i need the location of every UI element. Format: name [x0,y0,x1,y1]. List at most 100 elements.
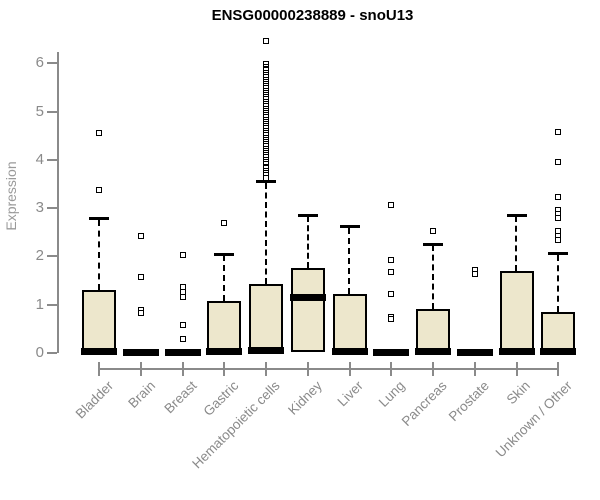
outlier-point-prostate [471,270,478,277]
outlier-point-lung [388,315,395,322]
y-axis-tick [47,303,57,306]
upper-whisker-liver [348,227,351,295]
median-line-prostate [456,348,493,356]
median-line-bladder [81,347,118,355]
x-tick-label-bladder: Bladder [72,378,116,422]
x-axis-tick [557,362,560,376]
outlier-point-breast [179,251,186,258]
upper-whisker-unknown-other [556,254,559,313]
whisker-cap-kidney [297,213,318,217]
x-tick-label-breast: Breast [161,378,200,417]
chart-title: ENSG00000238889 - snoU13 [211,7,414,24]
outlier-point-brain [138,310,145,317]
y-tick-label: 5 [35,102,44,120]
median-line-gastric [206,347,243,355]
outlier-point-unknown-other [555,214,562,221]
y-tick-label: 1 [35,295,44,313]
median-line-breast [164,348,201,356]
outlier-point-gastric [221,219,228,226]
outlier-point-hematopoietic-cells [263,38,270,45]
upper-whisker-pancreas [431,245,434,309]
outlier-point-lung [388,291,395,298]
outlier-point-pancreas [430,227,437,234]
y-tick-label: 6 [35,54,44,72]
outlier-point-unknown-other [555,128,562,135]
box-bladder [82,290,117,353]
x-axis-tick [181,362,184,376]
x-tick-label-prostate: Prostate [445,378,492,425]
whisker-cap-hematopoietic-cells [256,180,277,184]
upper-whisker-kidney [306,216,309,268]
x-tick-label-pancreas: Pancreas [398,378,450,429]
median-line-lung [373,348,410,356]
outlier-point-unknown-other [555,194,562,201]
y-axis-tick [47,207,57,210]
y-tick-label: 3 [35,199,44,217]
whisker-cap-gastric [214,252,235,256]
y-tick-label: 4 [35,150,44,168]
x-tick-label-skin: Skin [503,378,534,408]
median-line-liver [331,347,368,355]
box-hematopoietic-cells [249,284,284,353]
x-axis-line [98,368,560,370]
outlier-point-bladder [96,186,103,193]
box-pancreas [416,308,451,353]
x-axis-tick [306,362,309,376]
outlier-point-breast [179,294,186,301]
outlier-point-breast [179,335,186,342]
y-axis-tick [47,110,57,113]
x-axis-tick [98,362,101,376]
median-line-unknown-other [540,347,577,355]
outlier-point-hematopoietic-cells [263,174,270,181]
median-line-skin [498,347,535,355]
median-line-kidney [289,294,326,302]
outlier-point-bladder [96,129,103,136]
y-tick-label: 0 [35,344,44,361]
x-axis-tick [515,362,518,376]
y-tick-label: 2 [35,247,44,265]
x-axis-tick [390,362,393,376]
upper-whisker-hematopoietic-cells [264,182,267,285]
outlier-point-lung [388,269,395,276]
x-tick-label-lung: Lung [376,378,408,410]
x-tick-label-unknown-other: Unknown / Other [492,378,575,461]
outlier-point-lung [388,201,395,208]
box-liver [332,294,367,353]
outlier-point-unknown-other [555,237,562,244]
y-axis-line [57,52,59,353]
whisker-cap-pancreas [423,242,444,246]
x-axis-tick [265,362,268,376]
whisker-cap-skin [506,213,527,217]
whisker-cap-unknown-other [548,252,569,255]
outlier-point-breast [179,321,186,328]
y-axis-tick [47,158,57,161]
x-tick-label-kidney: Kidney [284,378,325,418]
x-axis-tick [140,362,143,376]
x-axis-tick [348,362,351,376]
box-gastric [207,301,242,353]
outlier-point-brain [138,232,145,239]
upper-whisker-skin [515,216,518,272]
x-axis-tick [473,362,476,376]
x-axis-tick [223,362,226,376]
upper-whisker-bladder [98,219,101,291]
y-axis-tick [47,62,57,65]
x-tick-label-brain: Brain [124,378,158,411]
y-axis-tick [47,352,57,354]
box-kidney [290,267,325,353]
outlier-point-brain [138,273,145,280]
median-line-hematopoietic-cells [248,347,285,355]
outlier-point-lung [388,256,395,263]
whisker-cap-liver [339,225,360,229]
median-line-brain [123,348,160,356]
x-tick-label-liver: Liver [334,378,367,410]
median-line-pancreas [415,347,452,355]
x-axis-tick [432,362,435,376]
box-skin [499,271,534,353]
upper-whisker-gastric [223,255,226,302]
whisker-cap-bladder [89,217,110,221]
outlier-point-unknown-other [555,159,562,166]
y-axis-tick [47,255,57,258]
